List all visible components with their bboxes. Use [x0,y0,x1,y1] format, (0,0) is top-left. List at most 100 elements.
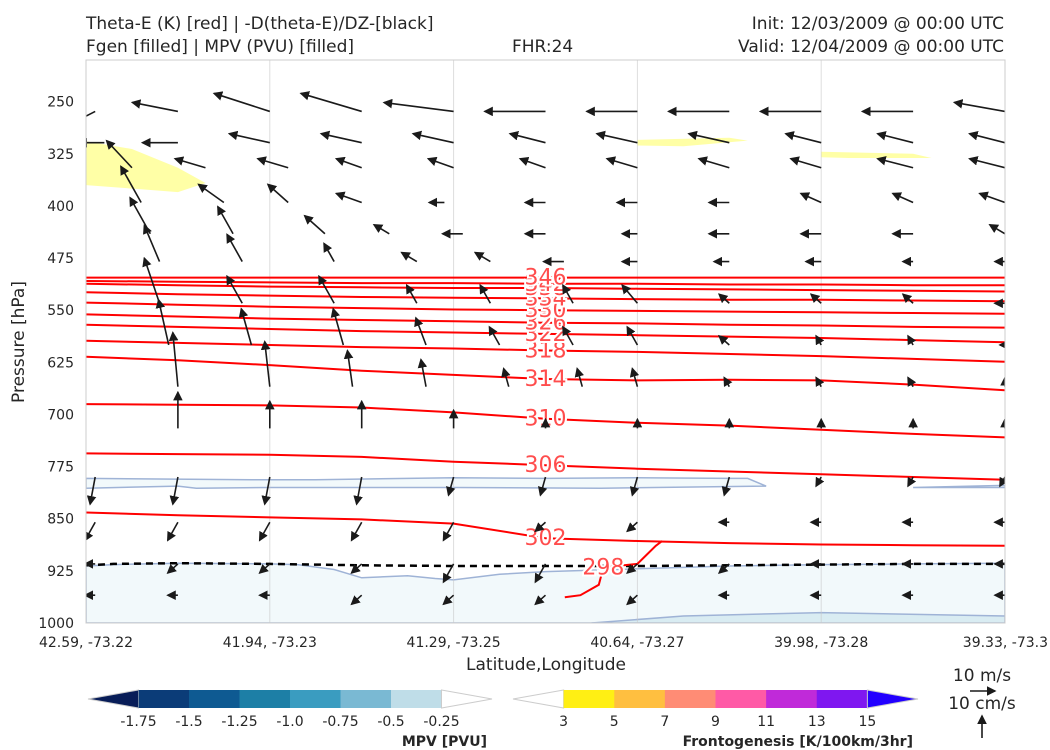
wind-vector [815,376,825,388]
mpv-colorbar-tick-label: -0.5 [377,714,404,730]
title-left-line2: Fgen [filled] | MPV (PVU) [filled] [86,37,355,57]
wind-vector [129,196,152,235]
x-tick-label: 39.33, -73.3 [963,635,1048,651]
wind-vector [605,156,638,169]
theta-e-label: 342 [525,272,567,297]
wind-vector [626,563,638,574]
fgen-colorbar-label: Frontogenesis [K/100km/3hr] [683,734,913,750]
theta-e-contour [564,540,663,599]
wind-vector [784,131,822,144]
theta-e-label: 306 [525,453,567,478]
x-tick-label: 40.64, -73.27 [590,635,684,651]
plot-frame [85,59,1006,624]
wind-vector [86,476,97,506]
theta-e-label: 338 [525,276,567,301]
wind-vector [999,476,1005,488]
theta-e-label: 322 [525,322,567,347]
wind-vector [197,183,225,204]
theta-e-label: 298 [582,555,624,580]
theta-e-contour [86,339,1005,363]
fgen-region [821,151,932,158]
theta-e-contour [86,282,1005,293]
wind-vector [518,156,546,169]
mpv-colorbar-swatch [290,690,341,708]
wind-vector [417,358,428,387]
mpv-region [913,484,1005,489]
wind-vector [166,563,179,574]
theta-e-label: 314 [525,367,567,392]
wind-vector [968,131,1005,144]
wind-vector [334,191,362,204]
theta-e-label: 310 [525,407,567,432]
wind-vector [479,283,492,304]
theta-e-contour [86,452,1005,481]
wind-vector [426,156,454,169]
wind-vector [723,376,733,388]
wind-vector [414,316,427,346]
fgen-colorbar-swatch [715,690,767,708]
y-tick-label: 775 [47,460,74,476]
wind-vector [717,293,730,304]
mpv-colorbar-swatch [239,690,291,708]
wind-vector [86,110,96,118]
y-axis-label: Pressure [hPa] [9,281,29,403]
wind-vector [143,224,161,262]
x-tick-label: 39.98, -73.28 [774,635,868,651]
x-tick-label: 41.29, -73.25 [407,635,501,651]
mpv-colorbar-tick-label: -0.75 [322,714,358,730]
wind-vector [261,476,271,506]
fgen-colorbar-swatch [664,690,716,708]
wind-vector [952,99,1005,113]
wind-vector [446,476,456,497]
wind-vector [411,130,454,144]
wind-vector [217,205,234,235]
fgen-colorbar-tick-label: 15 [858,714,876,730]
wind-vector [501,367,511,387]
wind-vector [260,340,271,387]
wind-vector [508,131,546,144]
y-tick-label: 250 [47,95,74,111]
init-time: Init: 12/03/2009 @ 00:00 UTC [751,14,1004,34]
wind-vector [876,156,914,169]
wind-vector [901,293,914,304]
wind-vector [891,192,914,204]
y-tick-label: 925 [47,564,74,580]
wind-vector [173,156,206,169]
fgen-colorbar-swatch [614,690,666,708]
y-tick-label: 1000 [38,616,74,632]
mpv-colorbar-tick-label: -1.5 [175,714,202,730]
mpv-colorbar-swatch [441,689,493,709]
y-tick-label: 550 [47,303,74,319]
wind-vector [473,251,491,263]
wind-vector [907,376,917,388]
wind-vector [717,334,730,346]
wind-vector [717,563,730,574]
wind-vector [687,130,730,144]
wind-vector [343,349,354,387]
wind-vector [212,91,271,113]
wind-vector [353,476,363,506]
wind-vector [697,156,730,169]
wind-vector [350,521,363,542]
x-tick-label: 41.94, -73.23 [223,635,317,651]
theta-e-label: 326 [525,311,567,336]
mpv-colorbar-swatch [340,690,392,708]
theta-e-label: 302 [525,526,567,551]
theta-e-contour [86,511,1005,547]
fgen-colorbar-swatch [816,690,868,708]
theta-e-contour [86,355,1005,392]
wind-vector [319,130,362,144]
theta-e-label: 330 [525,298,567,323]
wind-vector [350,594,363,606]
fgen-colorbar-swatch [866,689,919,709]
wind-vector [721,476,732,497]
wind-vector [382,98,454,113]
wind-vector [142,256,161,304]
wind-vector [789,156,822,169]
wind-vector [562,283,574,304]
fgen-colorbar-tick-label: 7 [660,714,669,730]
wind-vector [372,223,390,235]
theta-e-label: 334 [525,286,567,311]
wind-vector [168,331,179,387]
wind-vector [258,563,271,574]
